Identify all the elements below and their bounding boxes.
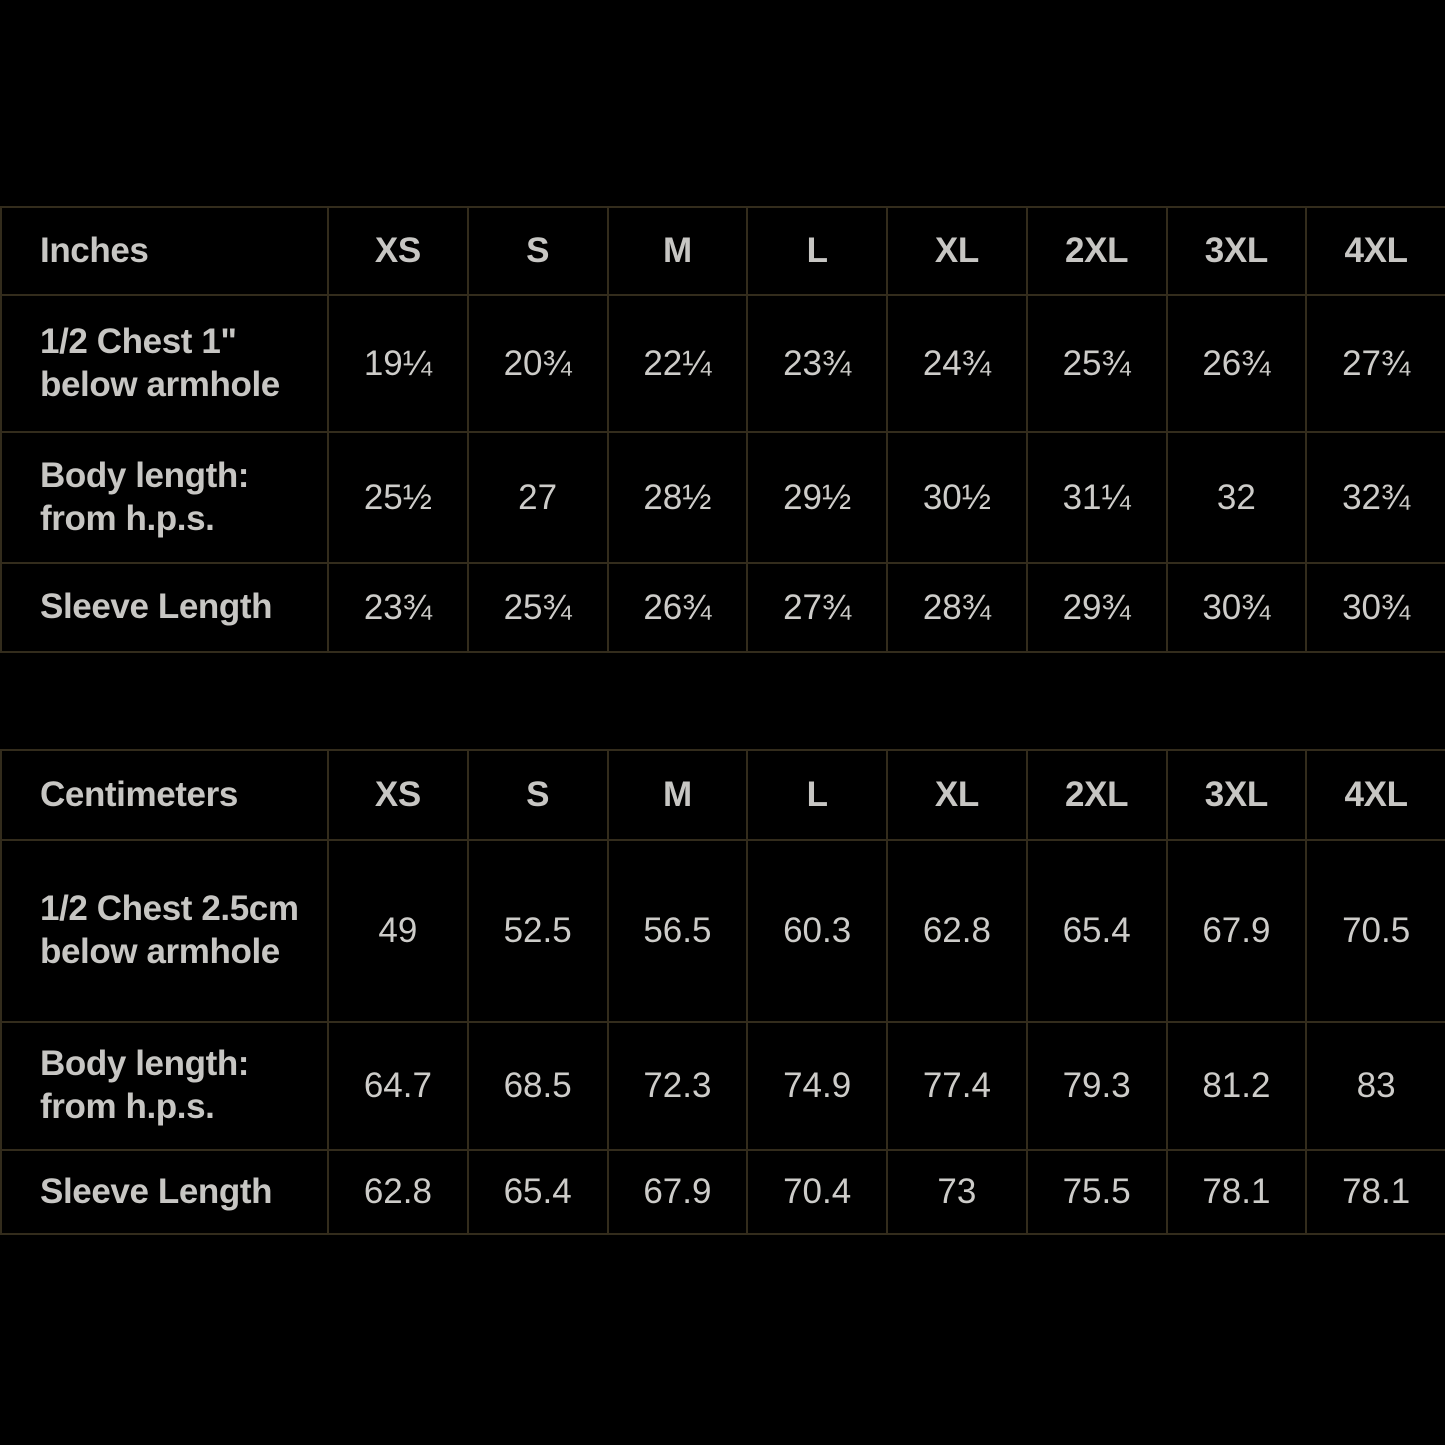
value-cell: 25¾ — [1025, 294, 1168, 433]
value-cell: 56.5 — [606, 839, 749, 1023]
value-cell: 70.5 — [1305, 839, 1445, 1023]
header-row: Centimeters XS S M L XL 2XL 3XL 4XL — [0, 749, 1445, 841]
value-cell: 31¼ — [1025, 431, 1168, 564]
row-label: Body length: from h.p.s. — [0, 1021, 329, 1151]
column-header-xl: XL — [886, 206, 1028, 296]
row-label: 1/2 Chest 1" below armhole — [0, 294, 329, 433]
column-header-2xl: 2XL — [1025, 749, 1168, 841]
value-cell: 25½ — [327, 431, 469, 564]
column-header-2xl: 2XL — [1025, 206, 1168, 296]
column-header-m: M — [606, 206, 749, 296]
table-row: 1/2 Chest 2.5cm below armhole 49 52.5 56.5 6… — [0, 839, 1445, 1023]
value-cell: 83 — [1305, 1021, 1445, 1151]
column-header-xs: XS — [327, 206, 469, 296]
value-cell: 81.2 — [1165, 1021, 1308, 1151]
value-cell: 29¾ — [1025, 562, 1168, 653]
size-table-centimeters: Centimeters XS S M L XL 2XL 3XL 4XL 1/2 Chest 2.… — [0, 749, 1445, 1235]
size-table-inches: Inches XS S M L XL 2XL 3XL 4XL 1/2 Chest 1" belo… — [0, 206, 1445, 653]
value-cell: 23¾ — [327, 562, 469, 653]
value-cell: 27¾ — [1305, 294, 1445, 433]
size-table-inches-header: Inches XS S M L XL 2XL 3XL 4XL — [0, 206, 1445, 296]
table-row: 1/2 Chest 1" below armhole 19¼ 20¾ 22¼ 23¾ 24… — [0, 294, 1445, 433]
value-cell: 67.9 — [1165, 839, 1308, 1023]
size-table-inches-body: 1/2 Chest 1" below armhole 19¼ 20¾ 22¼ 23¾ 24… — [0, 294, 1445, 653]
value-cell: 67.9 — [606, 1149, 749, 1235]
value-cell: 32 — [1165, 431, 1308, 564]
value-cell: 27 — [466, 431, 609, 564]
value-cell: 28¾ — [886, 562, 1028, 653]
value-cell: 22¼ — [606, 294, 749, 433]
value-cell: 26¾ — [606, 562, 749, 653]
value-cell: 26¾ — [1165, 294, 1308, 433]
value-cell: 68.5 — [466, 1021, 609, 1151]
row-label: Body length: from h.p.s. — [0, 431, 329, 564]
value-cell: 23¾ — [746, 294, 888, 433]
value-cell: 75.5 — [1025, 1149, 1168, 1235]
value-cell: 30¾ — [1165, 562, 1308, 653]
value-cell: 65.4 — [1025, 839, 1168, 1023]
value-cell: 24¾ — [886, 294, 1028, 433]
column-header-3xl: 3XL — [1165, 206, 1308, 296]
table-row: Body length: from h.p.s. 25½ 27 28½ 29½ 30½ 31… — [0, 431, 1445, 564]
column-header-s: S — [466, 206, 609, 296]
column-header-4xl: 4XL — [1305, 749, 1445, 841]
value-cell: 73 — [886, 1149, 1028, 1235]
value-cell: 28½ — [606, 431, 749, 564]
value-cell: 78.1 — [1165, 1149, 1308, 1235]
column-header-s: S — [466, 749, 609, 841]
value-cell: 29½ — [746, 431, 888, 564]
row-label: Sleeve Length — [0, 1149, 329, 1235]
value-cell: 64.7 — [327, 1021, 469, 1151]
value-cell: 74.9 — [746, 1021, 888, 1151]
row-label: Sleeve Length — [0, 562, 329, 653]
value-cell: 49 — [327, 839, 469, 1023]
value-cell: 60.3 — [746, 839, 888, 1023]
size-table-centimeters-header: Centimeters XS S M L XL 2XL 3XL 4XL — [0, 749, 1445, 841]
table-row: Body length: from h.p.s. 64.7 68.5 72.3 74.9… — [0, 1021, 1445, 1151]
value-cell: 27¾ — [746, 562, 888, 653]
column-header-l: L — [746, 749, 888, 841]
column-header-4xl: 4XL — [1305, 206, 1445, 296]
value-cell: 30¾ — [1305, 562, 1445, 653]
unit-label-centimeters: Centimeters — [0, 749, 329, 841]
unit-label-inches: Inches — [0, 206, 329, 296]
column-header-m: M — [606, 749, 749, 841]
column-header-xl: XL — [886, 749, 1028, 841]
value-cell: 25¾ — [466, 562, 609, 653]
table-row: Sleeve Length 62.8 65.4 67.9 70.4 73 75.5 78.1 7… — [0, 1149, 1445, 1235]
value-cell: 79.3 — [1025, 1021, 1168, 1151]
value-cell: 77.4 — [886, 1021, 1028, 1151]
column-header-l: L — [746, 206, 888, 296]
value-cell: 62.8 — [327, 1149, 469, 1235]
table-row: Sleeve Length 23¾ 25¾ 26¾ 27¾ 28¾ 29¾ 30¾ 30¾ — [0, 562, 1445, 653]
header-row: Inches XS S M L XL 2XL 3XL 4XL — [0, 206, 1445, 296]
value-cell: 32¾ — [1305, 431, 1445, 564]
value-cell: 62.8 — [886, 839, 1028, 1023]
value-cell: 30½ — [886, 431, 1028, 564]
value-cell: 52.5 — [466, 839, 609, 1023]
value-cell: 65.4 — [466, 1149, 609, 1235]
size-table-centimeters-body: 1/2 Chest 2.5cm below armhole 49 52.5 56.5 6… — [0, 839, 1445, 1235]
value-cell: 78.1 — [1305, 1149, 1445, 1235]
value-cell: 19¼ — [327, 294, 469, 433]
column-header-3xl: 3XL — [1165, 749, 1308, 841]
column-header-xs: XS — [327, 749, 469, 841]
value-cell: 20¾ — [466, 294, 609, 433]
row-label: 1/2 Chest 2.5cm below armhole — [0, 839, 329, 1023]
value-cell: 70.4 — [746, 1149, 888, 1235]
value-cell: 72.3 — [606, 1021, 749, 1151]
